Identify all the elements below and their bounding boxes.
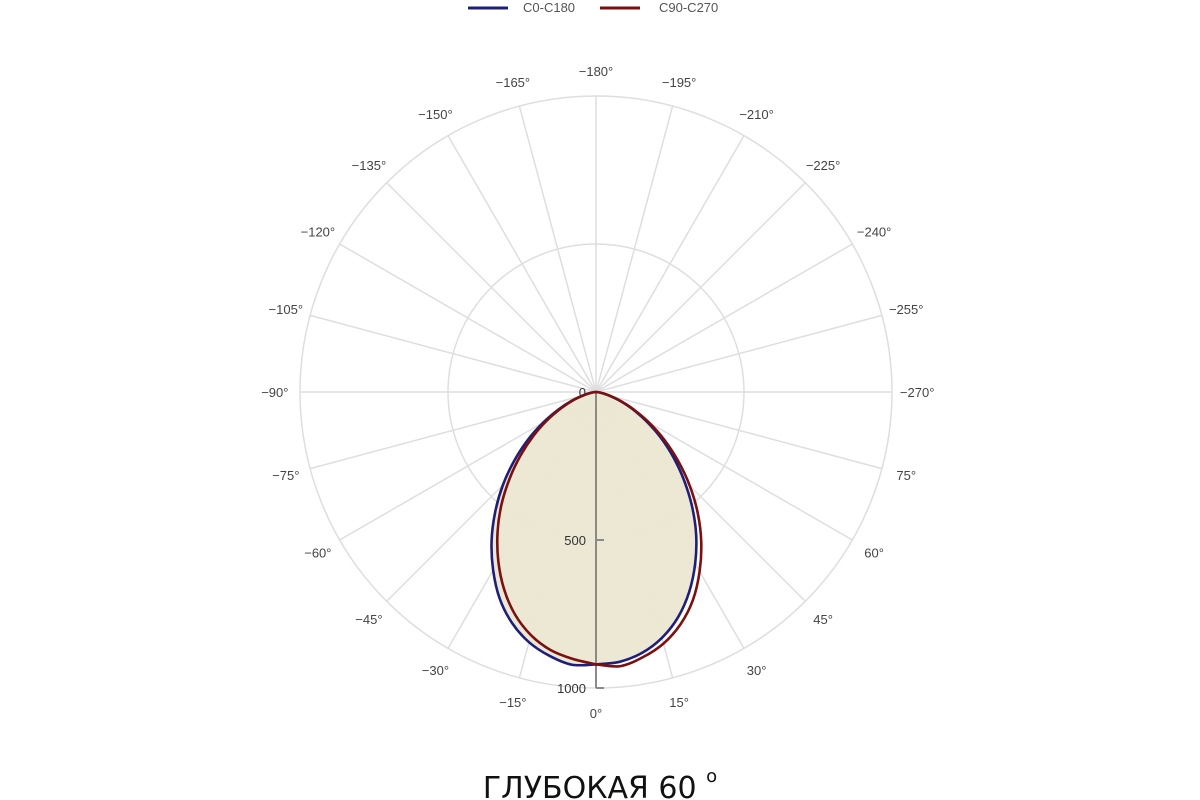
caption-main: ГЛУБОКАЯ 60 <box>483 771 697 800</box>
angle-tick-label-4: 60° <box>864 546 884 561</box>
grid-spoke-11 <box>595 105 674 393</box>
angle-tick-label-7: −255° <box>889 302 923 317</box>
angle-tick-label-14: −150° <box>418 107 452 122</box>
angle-tick-label-9: −225° <box>806 158 840 173</box>
angle-tick-label-18: −90° <box>261 385 288 400</box>
angle-tick-label-8: −240° <box>857 224 891 239</box>
angle-tick-label-10: −210° <box>739 107 773 122</box>
angle-tick-label-15: −135° <box>352 158 386 173</box>
radial-axis: 0 500 1000 <box>557 385 604 696</box>
intensity-fill <box>491 391 697 666</box>
angle-tick-label-19: −75° <box>272 468 299 483</box>
angle-tick-label-20: −60° <box>304 546 331 561</box>
grid-spoke-13 <box>518 105 597 393</box>
radial-tick-label-0: 0 <box>579 385 586 400</box>
series-line-c90-c270 <box>495 390 703 668</box>
angle-tick-label-22: −30° <box>422 663 449 678</box>
angle-tick-label-5: 75° <box>896 468 916 483</box>
angle-tick-label-17: −105° <box>269 302 303 317</box>
grid-spoke-17 <box>309 314 597 393</box>
grid-spoke-7 <box>595 314 883 393</box>
series-layer <box>490 390 703 668</box>
legend-label-0: C0-C180 <box>523 0 575 15</box>
radial-tick-label-1: 500 <box>564 533 586 548</box>
angle-tick-label-13: −165° <box>496 75 530 90</box>
angle-labels: 0° 15° 30° 45° 60° 75° −270° −255° −240° −225° −21… <box>261 64 934 721</box>
legend-label-1: C90-C270 <box>659 0 718 15</box>
angle-tick-label-11: −195° <box>662 75 696 90</box>
grid-spoke-5 <box>595 391 883 470</box>
angle-tick-label-21: −45° <box>355 612 382 627</box>
angle-tick-label-6: −270° <box>900 385 934 400</box>
angle-tick-label-12: −180° <box>579 64 613 79</box>
angle-tick-label-3: 45° <box>813 612 833 627</box>
caption: ГЛУБОКАЯ 60 o <box>483 766 717 800</box>
radial-tick-label-2: 1000 <box>557 681 586 696</box>
angle-tick-label-1: 15° <box>669 695 689 710</box>
fill-layer <box>491 391 697 666</box>
caption-superscript: o <box>706 766 717 787</box>
grid-spoke-9 <box>595 182 806 393</box>
angle-tick-label-23: −15° <box>499 695 526 710</box>
grid-spoke-16 <box>339 243 597 393</box>
grid-spoke-14 <box>447 135 597 393</box>
angle-tick-label-0: 0° <box>590 706 602 721</box>
grid-spoke-19 <box>309 391 597 470</box>
angle-tick-label-16: −120° <box>301 224 335 239</box>
legend: C0-C180 C90-C270 <box>468 0 718 15</box>
grid-spoke-8 <box>595 243 853 393</box>
grid-spoke-10 <box>595 135 745 393</box>
angle-tick-label-2: 30° <box>747 663 767 678</box>
grid-spoke-15 <box>386 182 597 393</box>
